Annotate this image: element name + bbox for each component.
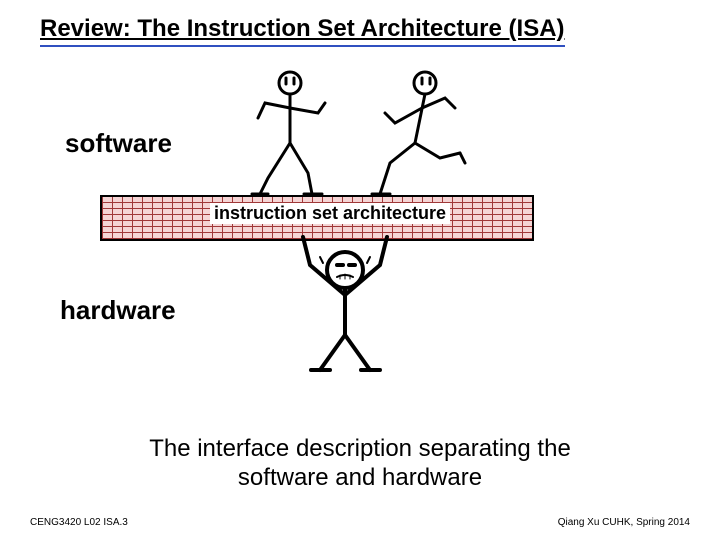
- stick-figure-software-left: [250, 68, 350, 198]
- stick-figure-hardware: [275, 235, 415, 385]
- hardware-label: hardware: [60, 295, 176, 326]
- stick-figure-software-right: [360, 68, 480, 198]
- footer-left: CENG3420 L02 ISA.3: [30, 517, 128, 528]
- interface-line-2: software and hardware: [238, 464, 482, 491]
- interface-line-1: The interface description separating the: [149, 435, 571, 462]
- footer-right: Qiang Xu CUHK, Spring 2014: [558, 517, 690, 528]
- isa-label: instruction set architecture: [210, 203, 450, 224]
- software-label: software: [65, 128, 172, 159]
- interface-description: The interface description separating the…: [0, 435, 720, 493]
- slide-title: Review: The Instruction Set Architecture…: [40, 15, 565, 47]
